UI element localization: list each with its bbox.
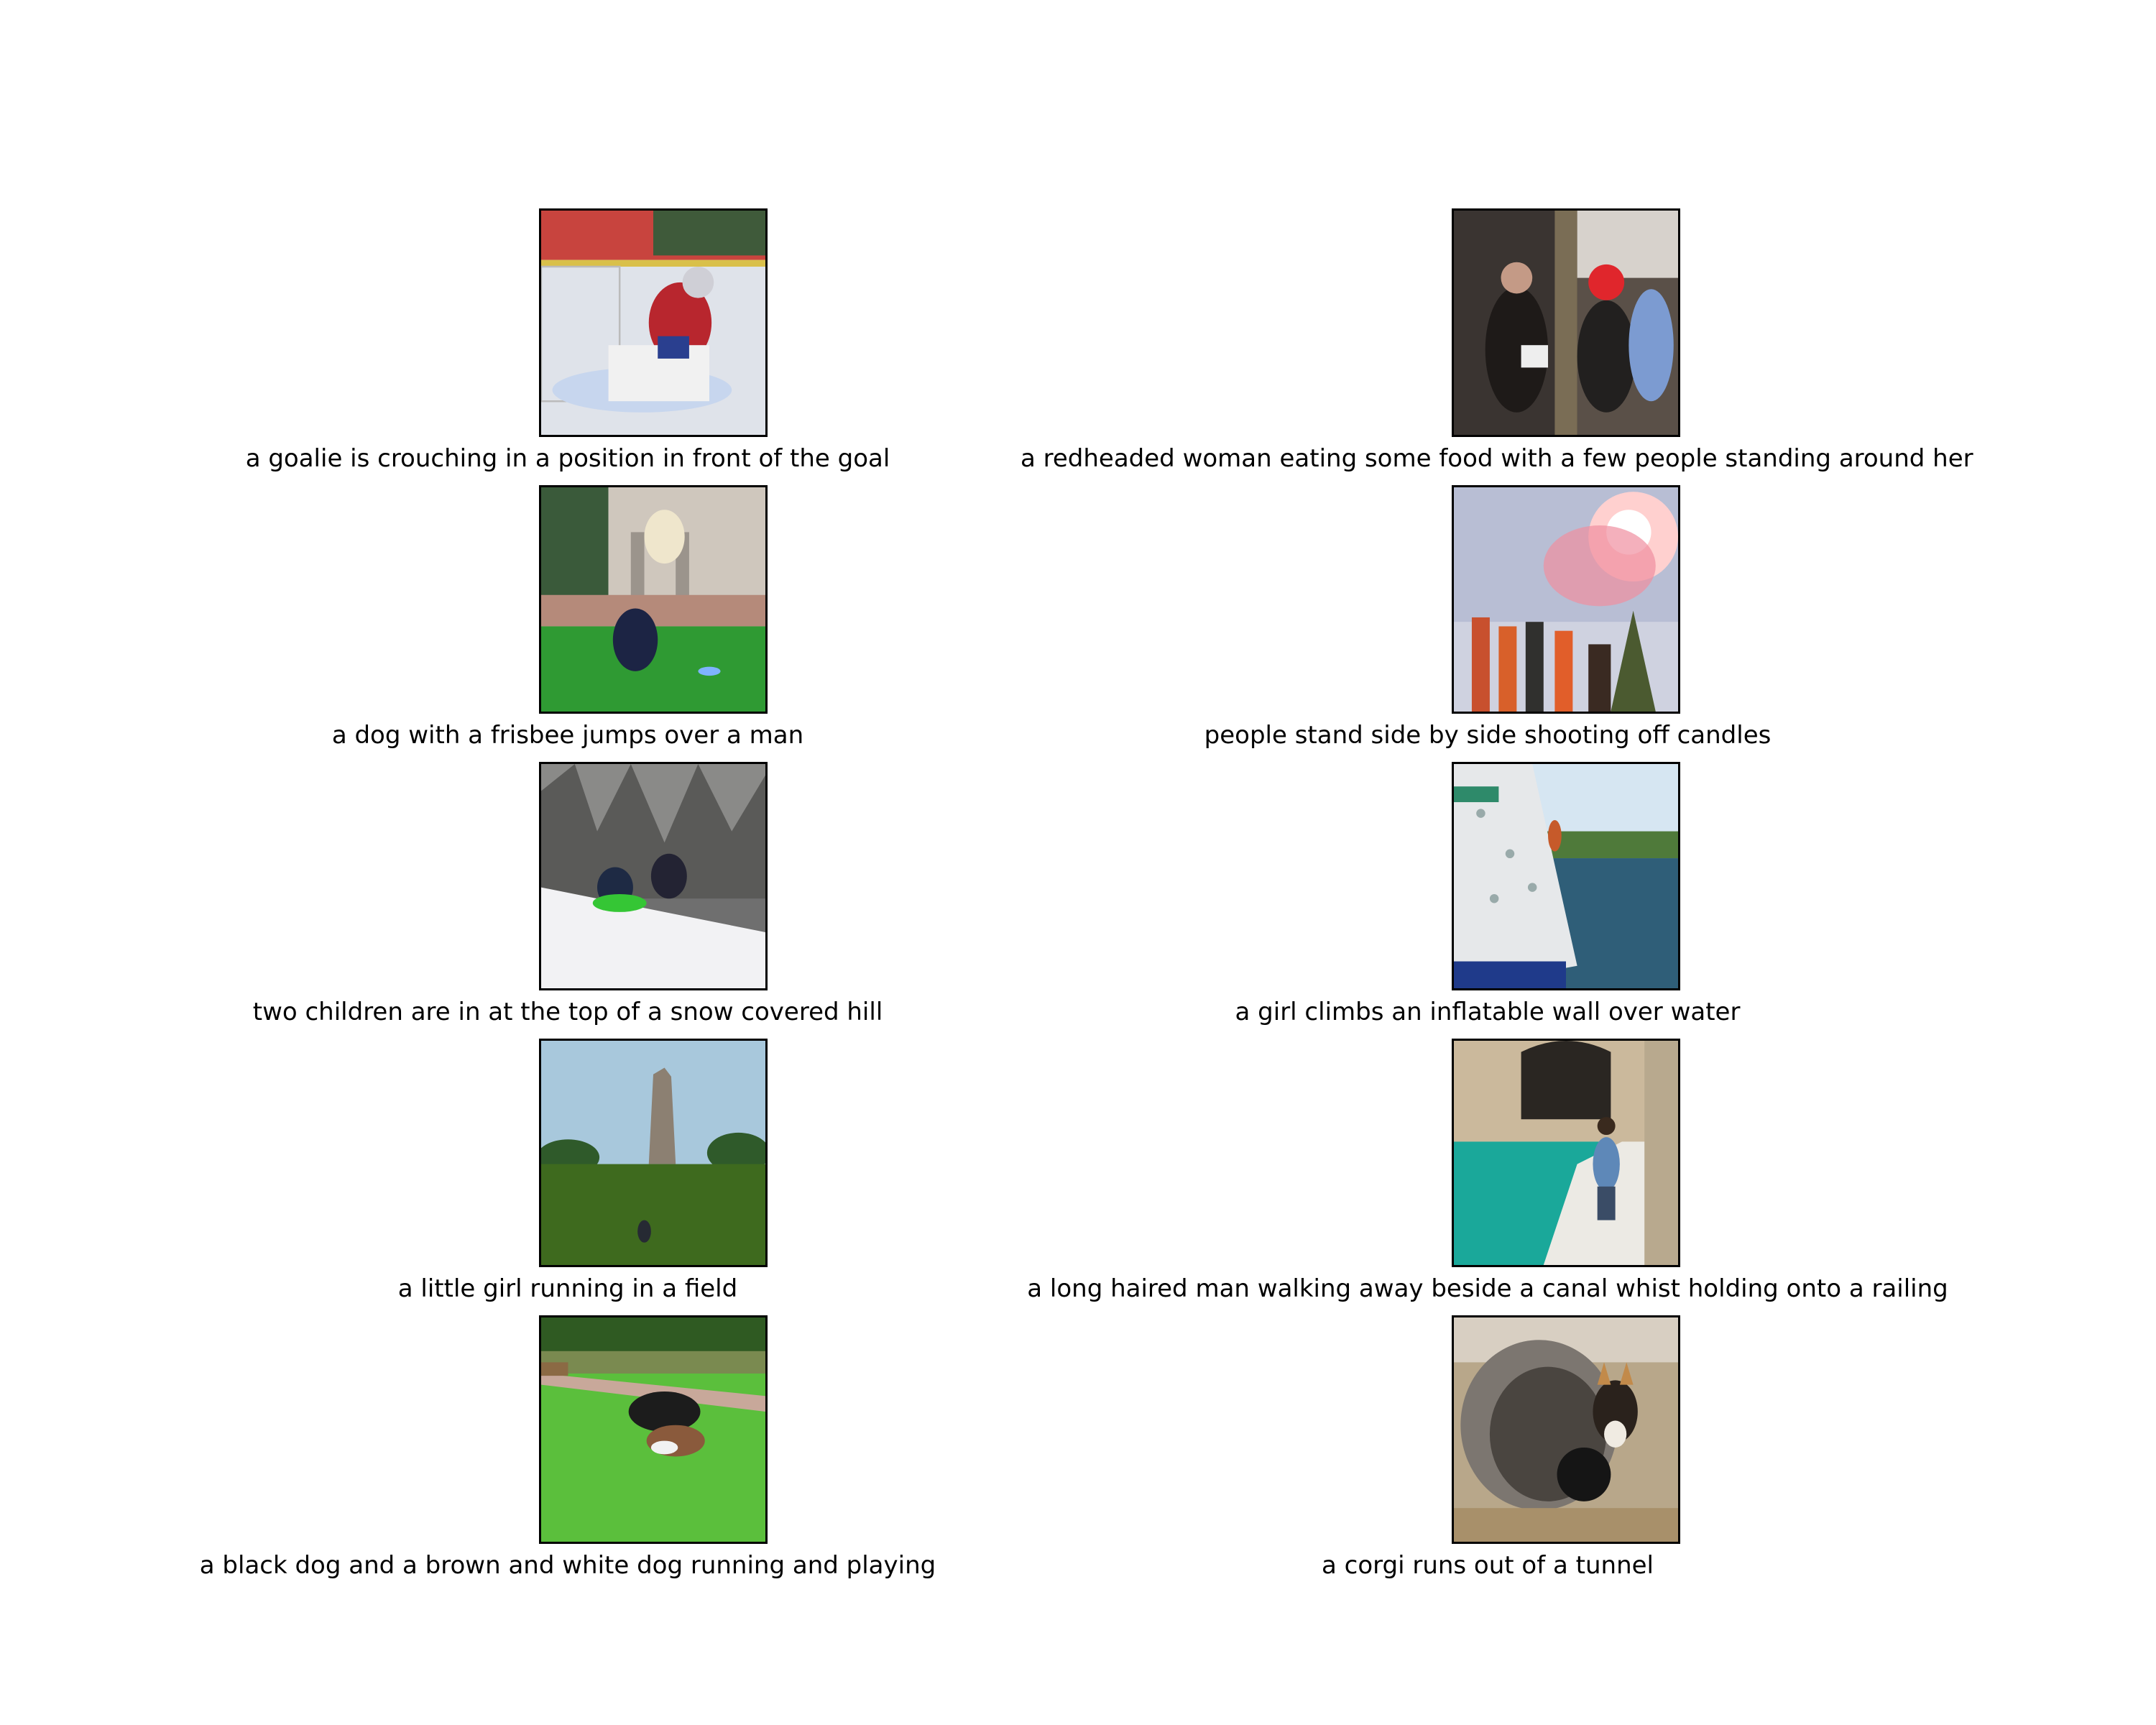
hockey-goalie-photo (539, 208, 768, 437)
climbing-wall-photo (1452, 762, 1680, 990)
grid-cell-4: people stand side by side shooting off c… (1021, 485, 1955, 758)
grid-cell-1: a goalie is crouching in a position in f… (101, 208, 1035, 482)
field-tower-photo (539, 1039, 768, 1267)
snow-hill-photo (539, 762, 768, 990)
image-caption: a long haired man walking away beside a … (1027, 1274, 1948, 1303)
grid-cell-9: a black dog and a brown and white dog ru… (101, 1315, 1035, 1588)
image-caption: a black dog and a brown and white dog ru… (199, 1551, 936, 1580)
image-caption: a little girl running in a field (397, 1274, 738, 1303)
grid-cell-10: a corgi runs out of a tunnel (1021, 1315, 1955, 1588)
grid-cell-6: a girl climbs an inflatable wall over wa… (1021, 762, 1955, 1035)
canal-photo (1452, 1039, 1680, 1267)
grid-cell-3: a dog with a frisbee jumps over a man (101, 485, 1035, 758)
image-caption: people stand side by side shooting off c… (1204, 721, 1772, 750)
corgi-tunnel-photo (1452, 1315, 1680, 1544)
grid-cell-8: a long haired man walking away beside a … (1021, 1039, 1955, 1312)
fireworks-photo (1452, 485, 1680, 714)
image-caption: a corgi runs out of a tunnel (1321, 1551, 1654, 1580)
image-caption: a girl climbs an inflatable wall over wa… (1235, 998, 1741, 1026)
image-caption: two children are in at the top of a snow… (252, 998, 883, 1026)
dog-frisbee-photo (539, 485, 768, 714)
image-caption: a redheaded woman eating some food with … (1021, 444, 1973, 473)
image-caption: a dog with a frisbee jumps over a man (331, 721, 804, 750)
dogs-grass-photo (539, 1315, 768, 1544)
grid-cell-5: two children are in at the top of a snow… (101, 762, 1035, 1035)
grid-cell-7: a little girl running in a field (101, 1039, 1035, 1312)
street-crowd-photo (1452, 208, 1680, 437)
grid-cell-2: a redheaded woman eating some food with … (1021, 208, 1973, 482)
image-caption: a goalie is crouching in a position in f… (245, 444, 890, 473)
